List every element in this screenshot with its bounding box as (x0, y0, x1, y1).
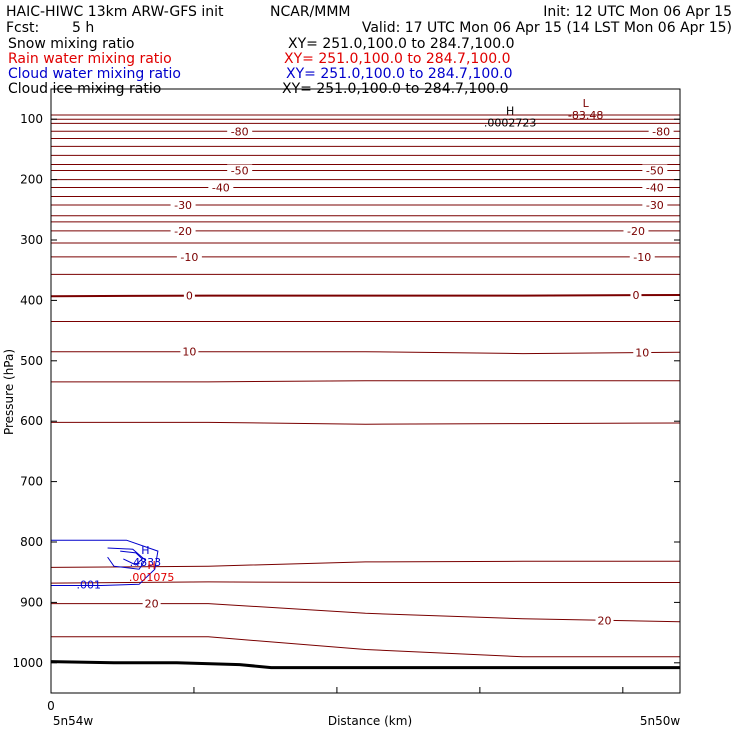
cloud-water-contours: .001 (51, 539, 159, 591)
isotherm-label-bg (648, 125, 674, 138)
isotherm-label-bg (142, 597, 161, 610)
isotherm-label-bg (180, 345, 199, 358)
field-xy-cloud-water: XY= 251.0,100.0 to 284.7,100.0 (286, 66, 513, 82)
isotherm-label: -50 (646, 165, 664, 178)
x-start-value: 0 (47, 699, 55, 713)
terrain-line (50, 660, 680, 670)
valid-time: Valid: 17 UTC Mon 06 Apr 15 (14 LST Mon … (362, 20, 732, 36)
isotherm-label: -20 (174, 225, 192, 238)
terrain-surface (50, 660, 680, 670)
isotherm-label-bg (170, 198, 196, 211)
x-axis-title: Distance (km) (328, 714, 412, 728)
isotherm-label-bg (208, 181, 234, 194)
isotherm-label: 20 (145, 598, 159, 611)
isotherm-label: -10 (180, 251, 198, 264)
y-tick-label: 1000 (12, 656, 43, 670)
isotherm-label-bg (630, 289, 642, 302)
isotherm-label-bg (227, 125, 253, 138)
isotherm-label: -20 (627, 225, 645, 238)
y-tick-label: 400 (20, 293, 43, 307)
forecast-hours: 5 h (72, 20, 94, 36)
temperature-min-value: -83.48 (568, 109, 603, 122)
isotherm-label: -80 (231, 125, 249, 138)
cloud-water-contour (51, 539, 159, 586)
rain-water-max-symbol: H (147, 559, 155, 572)
cloud-water-contour (107, 547, 146, 570)
isotherm-label-bg (629, 250, 655, 263)
isotherm-line (51, 351, 681, 355)
isotherm-label: 20 (598, 614, 612, 627)
cloud-water-max-value: .4833 (130, 556, 162, 569)
y-tick-label: 300 (20, 233, 43, 247)
isotherm-label-bg (176, 250, 202, 263)
x-right-location: 5n50w (640, 714, 681, 728)
isotherm-label: 10 (182, 346, 196, 359)
y-tick-label: 800 (20, 535, 43, 549)
isotherm-label: -10 (633, 251, 651, 264)
y-tick-label: 700 (20, 475, 43, 489)
isotherm-label-bg (227, 164, 253, 177)
snow-max-value: .0002723 (484, 116, 537, 129)
isotherm-label: -40 (212, 181, 230, 194)
y-axis-title: Pressure (hPa) (2, 349, 16, 435)
isotherm-label: -50 (231, 165, 249, 178)
isotherm-label-bg (595, 614, 614, 627)
cloud-water-contour (120, 550, 143, 566)
isotherm-line (50, 560, 680, 568)
rain-water-max-value: .001075 (129, 571, 175, 584)
cloud-water-max-symbol: H (141, 544, 149, 557)
isotherm-line (50, 581, 680, 584)
forecast-label: Fcst: (6, 20, 39, 36)
isotherm-label: 0 (186, 290, 193, 303)
isotherm-line (51, 636, 680, 658)
isotherm-label: 0 (632, 289, 639, 302)
x-left-location: 5n54w (53, 714, 94, 728)
isotherm-label-bg (170, 224, 196, 237)
y-tick-label: 600 (20, 414, 43, 428)
snow-max-symbol: H (506, 104, 514, 117)
init-time: Init: 12 UTC Mon 06 Apr 15 (543, 4, 732, 20)
y-tick-label: 200 (20, 173, 43, 187)
isotherm-label-bg (642, 181, 668, 194)
y-tick-label: 900 (20, 595, 43, 609)
isotherm-label-bg (633, 346, 652, 359)
isotherm-label: -30 (646, 199, 664, 212)
isotherm-line (50, 294, 681, 298)
isotherm-line (51, 421, 681, 425)
field-name-rain: Rain water mixing ratio (8, 51, 172, 67)
isotherm-label-bg (183, 289, 195, 302)
field-name-cloud-water: Cloud water mixing ratio (8, 66, 181, 82)
isotherm-label-bg (623, 224, 649, 237)
field-xy-rain: XY= 251.0,100.0 to 284.7,100.0 (284, 51, 511, 67)
cloud-water-contour-label: .001 (76, 578, 101, 591)
isotherm-label-bg (642, 164, 668, 177)
temperature-isotherms: -80 -80-50 -50-40 -40-30 -30-20 -20-10 -100 010… (50, 114, 681, 658)
isotherm-label: -40 (646, 181, 664, 194)
isotherm-line (51, 380, 680, 383)
isotherm-label-bg (642, 198, 668, 211)
isotherm-label: 10 (635, 347, 649, 360)
y-tick-label: 500 (20, 354, 43, 368)
model-title: HAIC-HIWC 13km ARW-GFS init (6, 4, 224, 20)
org-label: NCAR/MMM (270, 4, 351, 20)
isotherm-label: -30 (174, 199, 192, 212)
field-xy-snow: XY= 251.0,100.0 to 284.7,100.0 (288, 36, 515, 52)
temperature-min-symbol: L (583, 97, 590, 110)
plot-frame (50, 88, 681, 694)
isotherm-label: -80 (652, 125, 670, 138)
y-tick-label: 100 (20, 112, 43, 126)
field-name-snow: Snow mixing ratio (8, 36, 134, 52)
